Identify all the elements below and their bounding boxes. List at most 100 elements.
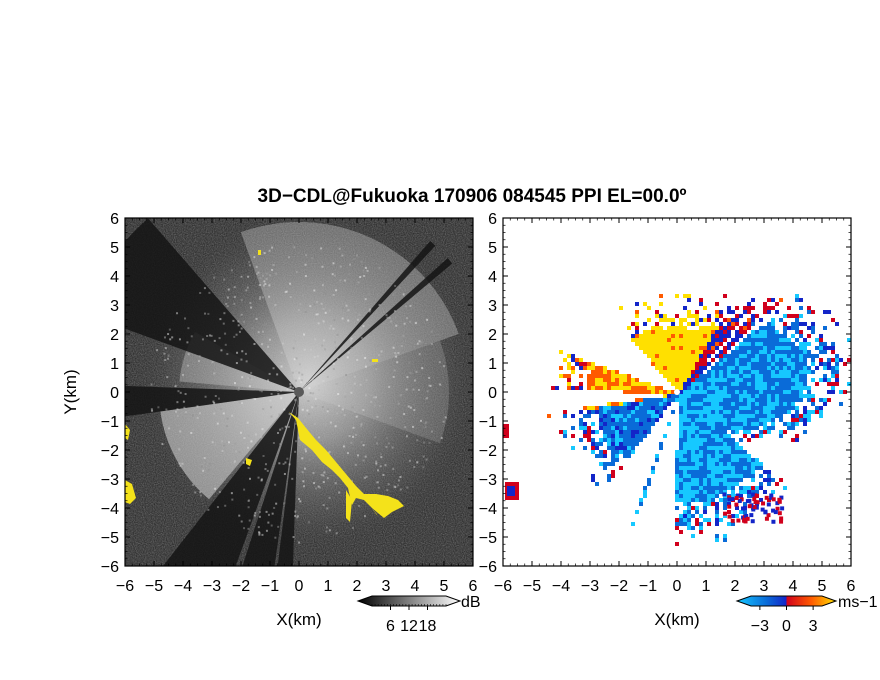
velocity-cell xyxy=(811,330,815,334)
velocity-cell xyxy=(683,342,687,346)
snr-speckle xyxy=(405,435,408,438)
velocity-cell xyxy=(607,478,611,482)
velocity-cell xyxy=(799,330,803,334)
velocity-cell xyxy=(683,454,687,458)
snr-speckle xyxy=(321,359,324,362)
velocity-cell xyxy=(751,418,755,422)
velocity-cell xyxy=(715,370,719,374)
snr-speckle xyxy=(295,370,298,373)
velocity-cell xyxy=(775,366,779,370)
velocity-cell xyxy=(567,382,571,386)
x-tick-label: −6 xyxy=(116,578,134,595)
velocity-cell xyxy=(695,454,699,458)
snr-speckle xyxy=(257,526,260,529)
velocity-tail-cell xyxy=(764,495,769,500)
velocity-cell xyxy=(627,410,631,414)
velocity-cell xyxy=(711,478,715,482)
snr-speckle xyxy=(350,337,353,340)
velocity-cell xyxy=(719,442,723,446)
velocity-cell xyxy=(639,342,643,346)
velocity-tail-cell xyxy=(763,510,768,515)
velocity-cell xyxy=(683,394,687,398)
snr-speckle xyxy=(249,301,252,304)
velocity-cell xyxy=(659,302,663,306)
velocity-cell xyxy=(711,398,715,402)
snr-speckle xyxy=(181,462,184,465)
velocity-cell xyxy=(735,374,739,378)
velocity-cell xyxy=(791,326,795,330)
snr-speckle xyxy=(306,382,309,385)
snr-speckle xyxy=(348,272,351,275)
velocity-cell xyxy=(687,346,691,350)
snr-speckle xyxy=(430,342,433,345)
velocity-cell xyxy=(739,406,743,410)
velocity-cell xyxy=(727,482,731,486)
velocity-cell xyxy=(835,378,839,382)
velocity-cell xyxy=(627,434,631,438)
snr-speckle xyxy=(374,396,377,399)
velocity-cell xyxy=(659,342,663,346)
velocity-cell xyxy=(623,386,627,390)
velocity-cell xyxy=(727,346,731,350)
snr-speckle xyxy=(405,317,408,320)
velocity-cell xyxy=(687,454,691,458)
snr-speckle xyxy=(292,386,295,389)
snr-speckle xyxy=(242,461,245,464)
velocity-cell xyxy=(695,410,699,414)
velocity-cell xyxy=(567,366,571,370)
velocity-cell xyxy=(783,334,787,338)
snr-speckle xyxy=(332,293,335,296)
snr-speckle xyxy=(413,409,416,412)
snr-speckle xyxy=(166,376,169,379)
velocity-cell xyxy=(687,334,691,338)
snr-speckle xyxy=(258,297,261,300)
velocity-cell xyxy=(827,398,831,402)
velocity-cell xyxy=(811,310,815,314)
velocity-cell xyxy=(675,378,679,382)
snr-speckle xyxy=(230,458,233,461)
velocity-cell xyxy=(647,426,651,430)
velocity-cell xyxy=(747,366,751,370)
velocity-cell xyxy=(587,414,591,418)
velocity-cell xyxy=(607,426,611,430)
velocity-cell xyxy=(679,342,683,346)
velocity-cell xyxy=(747,422,751,426)
velocity-cell xyxy=(823,326,827,330)
velocity-cell xyxy=(747,426,751,430)
velocity-cell xyxy=(703,402,707,406)
velocity-cell xyxy=(815,346,819,350)
snr-speckle xyxy=(301,457,304,460)
snr-speckle xyxy=(347,309,350,312)
snr-blocked-sector xyxy=(125,385,299,417)
snr-speckle xyxy=(359,383,362,386)
velocity-cell xyxy=(695,342,699,346)
velocity-cell xyxy=(695,466,699,470)
snr-bright-sector xyxy=(160,392,299,500)
velocity-cell xyxy=(615,430,619,434)
velocity-cell xyxy=(719,490,723,494)
velocity-cell xyxy=(687,466,691,470)
velocity-cell xyxy=(787,358,791,362)
velocity-cell xyxy=(803,362,807,366)
velocity-cell xyxy=(583,430,587,434)
velocity-cell xyxy=(711,334,715,338)
velocity-cell xyxy=(747,382,751,386)
snr-speckle xyxy=(318,385,321,388)
velocity-cell xyxy=(595,374,599,378)
snr-speckle xyxy=(352,526,355,529)
velocity-cell xyxy=(767,342,771,346)
velocity-cell xyxy=(671,382,675,386)
velocity-cell xyxy=(623,410,627,414)
velocity-cell xyxy=(667,398,671,402)
velocity-cell xyxy=(751,466,755,470)
snr-speckle xyxy=(346,452,349,455)
y-tick-label: 2 xyxy=(488,327,497,344)
velocity-cell xyxy=(763,406,767,410)
velocity-cell xyxy=(715,374,719,378)
velocity-cell xyxy=(803,342,807,346)
snr-speckle xyxy=(164,347,167,350)
velocity-cell xyxy=(759,394,763,398)
velocity-cell xyxy=(715,510,719,514)
velocity-cell xyxy=(683,386,687,390)
velocity-cell xyxy=(627,386,631,390)
